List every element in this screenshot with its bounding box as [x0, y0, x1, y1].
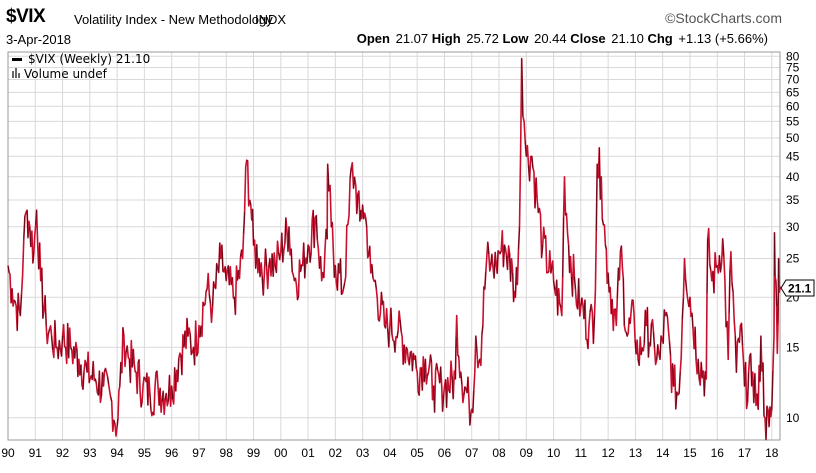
- chart-grid: [7, 52, 780, 440]
- low-value: 20.44: [534, 31, 567, 46]
- x-tick-label: 07: [465, 446, 479, 460]
- x-tick-label: 96: [165, 446, 179, 460]
- open-value: 21.07: [395, 31, 429, 46]
- quote-summary: Open 21.07 High 25.72 Low 20.44 Close 21…: [357, 31, 768, 46]
- x-axis: 90 91 92 93 94 95 96 97 98 99 00 01 02 03 04 05 06 07 08 09…: [1, 446, 778, 460]
- x-tick-label: 18: [765, 446, 779, 460]
- y-tick-label: 75: [786, 61, 800, 75]
- y-tick-label: 45: [786, 149, 800, 163]
- open-label: Open: [356, 31, 390, 46]
- vix-series: [7, 57, 782, 441]
- y-tick-label: 65: [786, 85, 800, 99]
- low-label: Low: [502, 31, 529, 46]
- x-tick-label: 12: [601, 446, 615, 460]
- y-tick-label: 10: [786, 411, 800, 425]
- y-tick-label: 40: [786, 170, 800, 184]
- vix-line-overlay: [7, 58, 780, 440]
- y-tick-label: 35: [786, 193, 800, 207]
- x-tick-label: 03: [356, 446, 370, 460]
- volume-icon: [12, 68, 20, 78]
- chg-value: +1.13 (+5.66%): [678, 31, 768, 46]
- last-value-tag: [780, 279, 815, 297]
- legend: $VIX (Weekly) 21.10 Volume undef: [12, 52, 150, 81]
- x-tick-label: 00: [274, 446, 288, 460]
- x-tick-label: 94: [110, 446, 124, 460]
- high-label: High: [431, 31, 461, 46]
- high-value: 25.72: [466, 31, 499, 46]
- series-legend-label: $VIX (Weekly) 21.10: [28, 52, 150, 66]
- x-tick-label: 98: [220, 446, 234, 460]
- y-tick-label: 70: [786, 73, 800, 87]
- x-tick-label: 99: [247, 446, 261, 460]
- x-tick-label: 09: [520, 446, 534, 460]
- last-point: [778, 286, 782, 290]
- x-tick-label: 05: [411, 446, 425, 460]
- last-value-label: 21.1: [788, 281, 812, 295]
- x-tick-label: 14: [656, 446, 670, 460]
- x-tick-label: 97: [192, 446, 206, 460]
- quote-date: 3-Apr-2018: [6, 32, 72, 47]
- symbol-title: $VIX: [6, 6, 46, 27]
- x-tick-label: 93: [83, 446, 97, 460]
- y-tick-label: 55: [786, 114, 800, 128]
- close-value: 21.10: [611, 31, 644, 46]
- x-tick-label: 02: [329, 446, 343, 460]
- x-tick-label: 90: [1, 446, 15, 460]
- series-legend-swatch: [12, 58, 22, 61]
- x-tick-label: 95: [138, 446, 152, 460]
- x-tick-label: 17: [738, 446, 752, 460]
- x-tick-label: 08: [492, 446, 506, 460]
- exchange-label: INDX: [255, 12, 287, 27]
- plot-frame: [7, 51, 781, 441]
- symbol-description: Volatility Index - New Methodology: [74, 12, 273, 27]
- chg-label: Chg: [647, 31, 673, 46]
- y-tick-label: 50: [786, 131, 800, 145]
- brand-watermark[interactable]: ©StockCharts.com: [665, 10, 782, 26]
- x-tick-label: 11: [575, 446, 588, 460]
- x-tick-label: 10: [547, 446, 561, 460]
- y-tick-label: 25: [786, 251, 800, 265]
- x-tick-label: 04: [383, 446, 397, 460]
- x-tick-label: 91: [29, 446, 43, 460]
- x-tick-label: 06: [438, 446, 452, 460]
- volume-legend-label: Volume undef: [24, 67, 108, 81]
- last-value-marker: 21.1: [780, 279, 815, 297]
- x-tick-label: 92: [56, 446, 70, 460]
- x-tick-label: 13: [629, 446, 643, 460]
- x-tick-label: 01: [301, 446, 315, 460]
- y-tick-label: 15: [786, 340, 800, 354]
- y-tick-label: 60: [786, 99, 800, 113]
- y-tick-label: 30: [786, 220, 800, 234]
- x-tick-label: 15: [683, 446, 697, 460]
- vix-line: [7, 57, 781, 441]
- x-tick-label: 16: [711, 446, 725, 460]
- close-label: Close: [570, 31, 606, 46]
- y-tick-label: 80: [786, 49, 800, 63]
